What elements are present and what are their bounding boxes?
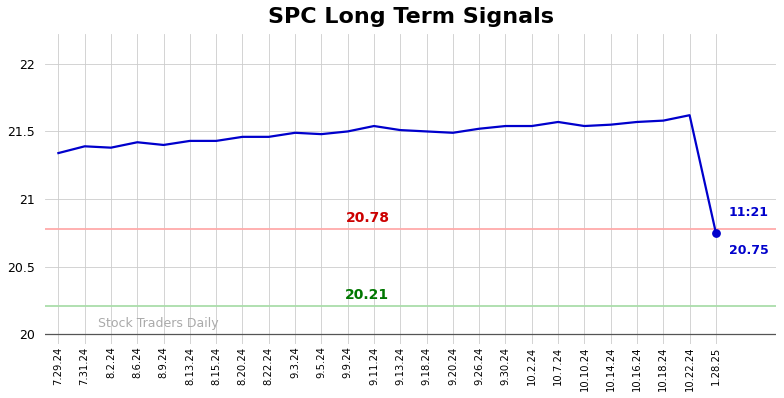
Text: 20.21: 20.21 [346, 288, 390, 302]
Title: SPC Long Term Signals: SPC Long Term Signals [268, 7, 554, 27]
Text: 20.78: 20.78 [346, 211, 390, 225]
Text: 11:21: 11:21 [729, 206, 769, 219]
Point [710, 230, 722, 236]
Text: 20.75: 20.75 [729, 244, 769, 257]
Text: Stock Traders Daily: Stock Traders Daily [98, 317, 219, 330]
